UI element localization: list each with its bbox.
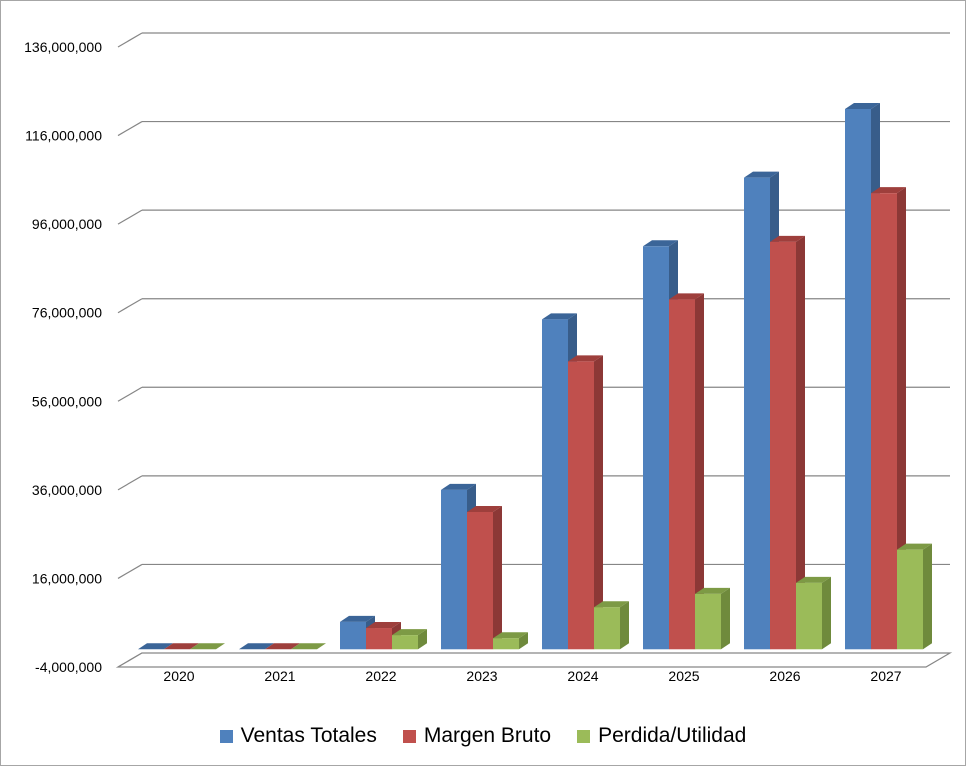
bar bbox=[366, 628, 392, 650]
y-tick-label: 76,000,000 bbox=[32, 305, 102, 321]
bar-side bbox=[897, 187, 906, 650]
bar-top bbox=[138, 643, 173, 650]
bar-side bbox=[493, 506, 502, 650]
y-tick-label: 96,000,000 bbox=[32, 216, 102, 232]
bar-side bbox=[822, 576, 831, 650]
bar-side bbox=[796, 235, 805, 650]
gridline-connector bbox=[117, 32, 143, 48]
x-tick-label: 2022 bbox=[365, 668, 396, 684]
chart-floor bbox=[115, 652, 953, 668]
legend-swatch bbox=[219, 729, 233, 743]
legend-swatch bbox=[402, 729, 416, 743]
bar-side bbox=[620, 601, 629, 650]
bar bbox=[568, 361, 594, 650]
bar-top bbox=[770, 235, 805, 242]
x-tick-label: 2027 bbox=[870, 668, 901, 684]
bar-side bbox=[519, 632, 528, 650]
bar-top bbox=[643, 240, 678, 247]
gridline-connector bbox=[117, 563, 143, 579]
y-tick-label: 36,000,000 bbox=[32, 482, 102, 498]
y-tick-label: -4,000,000 bbox=[35, 659, 102, 675]
bar-top bbox=[594, 601, 629, 608]
bar-top bbox=[695, 587, 730, 594]
bar-top bbox=[796, 576, 831, 583]
bar-top bbox=[845, 103, 880, 109]
bar bbox=[770, 241, 796, 650]
bar-top bbox=[291, 643, 326, 650]
bar-top bbox=[542, 313, 577, 320]
bar bbox=[392, 635, 418, 650]
bar-top bbox=[190, 643, 225, 650]
bar-top bbox=[897, 543, 932, 550]
bar-side bbox=[594, 355, 603, 650]
x-tick-label: 2021 bbox=[264, 668, 295, 684]
legend-label: Ventas Totales bbox=[240, 724, 377, 747]
legend-swatch bbox=[577, 729, 591, 743]
bar-side bbox=[923, 543, 932, 650]
gridline-connector bbox=[117, 386, 143, 402]
bar bbox=[669, 299, 695, 650]
bar-top bbox=[340, 615, 375, 622]
bar-top bbox=[669, 293, 704, 300]
bar bbox=[643, 246, 669, 650]
bar bbox=[845, 109, 871, 650]
legend-item: Perdida/Utilidad bbox=[577, 724, 746, 748]
x-tick-label: 2020 bbox=[163, 668, 194, 684]
bar-top bbox=[164, 643, 199, 650]
gridline-connector bbox=[117, 209, 143, 225]
legend: Ventas Totales Margen Bruto Perdida/Utilid… bbox=[0, 720, 966, 752]
bar-side bbox=[418, 629, 427, 650]
bar bbox=[594, 607, 620, 650]
legend-label: Margen Bruto bbox=[423, 724, 552, 747]
bar bbox=[897, 549, 923, 650]
bar bbox=[695, 593, 721, 650]
bar-top bbox=[392, 629, 427, 636]
bar-top bbox=[871, 187, 906, 194]
x-tick-label: 2024 bbox=[567, 668, 598, 684]
bar-top bbox=[265, 643, 300, 650]
bar-top bbox=[493, 632, 528, 639]
bar bbox=[441, 489, 467, 650]
gridline-connector bbox=[117, 298, 143, 314]
bar-side bbox=[695, 293, 704, 650]
bar bbox=[340, 621, 366, 650]
bar bbox=[796, 582, 822, 650]
y-tick-label: 56,000,000 bbox=[32, 393, 102, 409]
bar-top bbox=[239, 643, 274, 650]
bar bbox=[467, 512, 493, 650]
bar-side bbox=[721, 587, 730, 650]
gridline-connector bbox=[117, 475, 143, 491]
bar bbox=[871, 193, 897, 650]
bar bbox=[542, 319, 568, 650]
bar bbox=[744, 177, 770, 650]
legend-item: Margen Bruto bbox=[402, 724, 552, 748]
legend-label: Perdida/Utilidad bbox=[598, 724, 747, 747]
legend-item: Ventas Totales bbox=[219, 724, 377, 748]
y-tick-label: 136,000,000 bbox=[24, 39, 102, 55]
x-tick-label: 2023 bbox=[466, 668, 497, 684]
bar-top bbox=[467, 506, 502, 512]
x-tick-label: 2025 bbox=[668, 668, 699, 684]
y-tick-label: 116,000,000 bbox=[25, 128, 102, 144]
bar bbox=[493, 638, 519, 650]
gridline-connector bbox=[117, 121, 143, 137]
bar-top bbox=[441, 483, 476, 490]
x-tick-label: 2026 bbox=[769, 668, 800, 684]
bar-top bbox=[744, 171, 779, 178]
bar-top bbox=[366, 622, 401, 629]
y-tick-label: 16,000,000 bbox=[32, 570, 102, 586]
bar-top bbox=[568, 355, 603, 362]
